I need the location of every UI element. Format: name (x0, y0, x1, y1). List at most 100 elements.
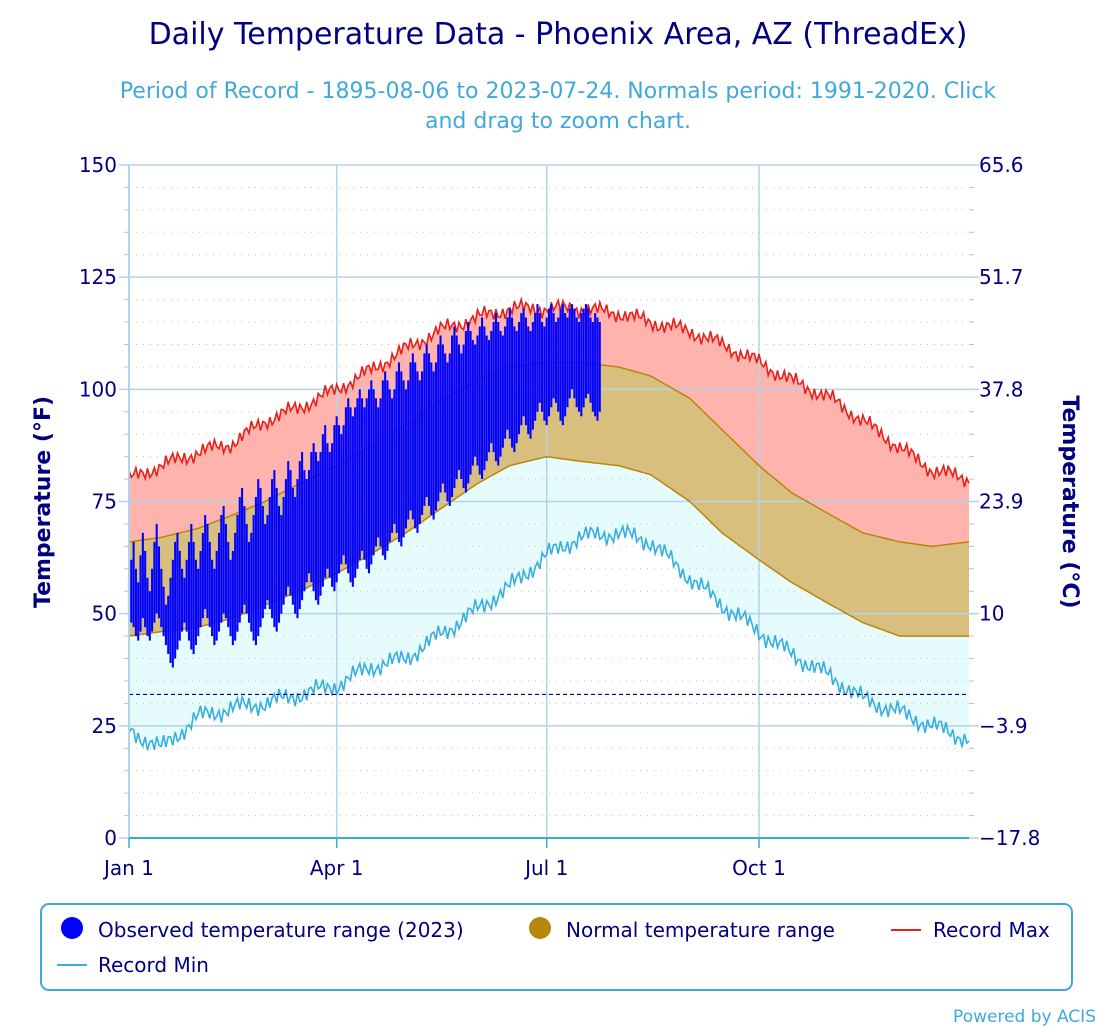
observed-range-bar[interactable] (584, 304, 587, 399)
observed-range-bar[interactable] (259, 488, 262, 628)
legend-observed-label[interactable]: Observed temperature range (2023) (98, 918, 464, 942)
observed-range-bar[interactable] (139, 555, 142, 632)
observed-range-bar[interactable] (582, 308, 585, 408)
observed-range-bar[interactable] (529, 331, 532, 439)
observed-range-bar[interactable] (141, 532, 144, 619)
observed-range-bar[interactable] (451, 335, 454, 498)
observed-range-bar[interactable] (363, 407, 366, 560)
observed-range-bar[interactable] (589, 317, 592, 403)
observed-range-bar[interactable] (379, 398, 382, 547)
observed-range-bar[interactable] (455, 335, 458, 480)
observed-range-bar[interactable] (476, 335, 479, 466)
observed-range-bar[interactable] (160, 568, 163, 628)
observed-range-bar[interactable] (264, 523, 267, 610)
observed-range-bar[interactable] (561, 304, 564, 426)
observed-range-bar[interactable] (215, 550, 218, 641)
observed-range-bar[interactable] (464, 331, 467, 493)
observed-range-bar[interactable] (176, 532, 179, 650)
observed-range-bar[interactable] (206, 523, 209, 619)
observed-range-bar[interactable] (153, 541, 156, 623)
observed-range-bar[interactable] (370, 380, 373, 565)
observed-range-bar[interactable] (192, 541, 195, 655)
observed-range-bar[interactable] (557, 317, 560, 412)
observed-range-bar[interactable] (559, 308, 562, 421)
observed-range-bar[interactable] (134, 568, 137, 637)
observed-range-bar[interactable] (522, 308, 525, 417)
observed-range-bar[interactable] (407, 380, 410, 520)
observed-range-bar[interactable] (347, 398, 350, 574)
observed-range-bar[interactable] (252, 515, 255, 641)
observed-range-bar[interactable] (132, 541, 135, 628)
observed-range-bar[interactable] (437, 344, 440, 502)
observed-range-bar[interactable] (531, 322, 534, 430)
observed-range-bar[interactable] (171, 559, 174, 668)
observed-range-bar[interactable] (571, 304, 574, 390)
observed-range-bar[interactable] (545, 317, 548, 426)
observed-range-bar[interactable] (573, 308, 576, 399)
observed-range-bar[interactable] (261, 506, 264, 619)
observed-range-bar[interactable] (310, 452, 313, 583)
observed-range-bar[interactable] (441, 344, 444, 484)
observed-range-bar[interactable] (418, 380, 421, 524)
observed-range-bar[interactable] (501, 335, 504, 448)
observed-range-bar[interactable] (356, 398, 359, 569)
observed-range-bar[interactable] (478, 326, 481, 475)
observed-range-bar[interactable] (400, 371, 403, 547)
observed-range-bar[interactable] (204, 515, 207, 610)
powered-by-credit[interactable]: Powered by ACIS (953, 1007, 1096, 1027)
observed-range-bar[interactable] (367, 389, 371, 574)
observed-range-bar[interactable] (430, 362, 433, 515)
observed-range-bar[interactable] (393, 389, 396, 524)
observed-range-bar[interactable] (335, 416, 338, 583)
observed-range-bar[interactable] (301, 452, 304, 601)
observed-range-bar[interactable] (481, 317, 484, 480)
record-min-line[interactable] (128, 523, 970, 751)
observed-range-bar[interactable] (340, 434, 343, 565)
observed-range-bar[interactable] (333, 425, 336, 592)
observed-range-bar[interactable] (220, 515, 223, 623)
observed-range-bar[interactable] (397, 362, 401, 542)
observed-range-bar[interactable] (296, 479, 299, 619)
observed-range-bar[interactable] (598, 322, 601, 412)
observed-range-bar[interactable] (434, 362, 437, 511)
observed-range-bar[interactable] (342, 425, 345, 556)
observed-range-bar[interactable] (471, 340, 474, 466)
observed-range-bar[interactable] (250, 532, 253, 632)
observed-range-bar[interactable] (402, 380, 405, 538)
observed-range-bar[interactable] (534, 313, 537, 421)
observed-range-bar[interactable] (337, 425, 341, 574)
observed-range-bar[interactable] (432, 371, 435, 520)
observed-range-bar[interactable] (247, 541, 251, 623)
observed-range-bar[interactable] (485, 335, 488, 462)
observed-range-bar[interactable] (319, 452, 322, 596)
observed-range-bar[interactable] (414, 362, 417, 529)
observed-range-bar[interactable] (178, 550, 181, 641)
observed-range-bar[interactable] (268, 497, 271, 610)
observed-range-bar[interactable] (183, 577, 186, 623)
observed-range-bar[interactable] (324, 425, 327, 578)
plot-area[interactable] (127, 164, 970, 838)
observed-range-bar[interactable] (185, 559, 188, 632)
observed-range-bar[interactable] (271, 479, 274, 619)
observed-range-bar[interactable] (377, 407, 380, 538)
observed-range-bar[interactable] (217, 532, 221, 632)
observed-range-bar[interactable] (282, 497, 285, 605)
observed-range-bar[interactable] (587, 308, 590, 394)
observed-range-bar[interactable] (326, 443, 329, 569)
observed-range-bar[interactable] (543, 326, 546, 421)
legend-record-max-label[interactable]: Record Max (933, 918, 1050, 942)
observed-range-bar[interactable] (238, 497, 241, 623)
observed-range-bar[interactable] (566, 317, 569, 408)
observed-range-bar[interactable] (411, 353, 414, 520)
observed-range-bar[interactable] (321, 434, 324, 587)
observed-range-bar[interactable] (416, 371, 419, 533)
observed-range-bar[interactable] (564, 313, 567, 417)
observed-range-bar[interactable] (384, 371, 387, 560)
observed-range-bar[interactable] (462, 344, 465, 489)
observed-range-bar[interactable] (162, 586, 165, 637)
observed-range-bar[interactable] (157, 546, 161, 619)
observed-range-bar[interactable] (395, 371, 398, 533)
observed-range-bar[interactable] (386, 380, 389, 551)
observed-range-bar[interactable] (365, 398, 368, 569)
